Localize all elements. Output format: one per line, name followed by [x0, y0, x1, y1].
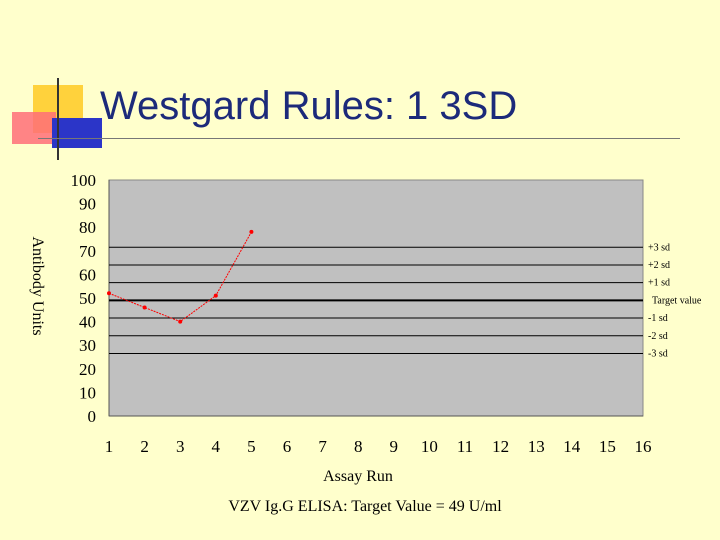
- x-tick-label: 4: [212, 437, 221, 456]
- y-tick-label: 70: [79, 242, 96, 261]
- series-line: [107, 229, 254, 324]
- plot-area: [108, 179, 644, 417]
- x-tick-labels: 1 2 3 4 5 6 7 8 9 10 11 12 13 14 15 16: [105, 437, 652, 456]
- y-tick-label: 20: [79, 360, 96, 379]
- sd-label: +1 sd: [648, 278, 670, 289]
- y-tick-label: 0: [88, 407, 97, 426]
- data-point: [213, 293, 218, 298]
- sd-label: +2 sd: [648, 260, 670, 271]
- slide-title: Westgard Rules: 1 3SD: [100, 84, 518, 128]
- x-tick-label: 14: [563, 437, 581, 456]
- sd-reference-lines: +3 sd +2 sd +1 sd Target value -1 sd -2 sd -3 …: [109, 242, 702, 359]
- x-tick-label: 13: [528, 437, 545, 456]
- y-tick-label: 40: [79, 313, 96, 332]
- sd-label: -1 sd: [648, 313, 668, 324]
- x-tick-label: 3: [176, 437, 185, 456]
- sd-label: +3 sd: [648, 242, 670, 253]
- deco-vertical-line: [57, 78, 59, 160]
- x-tick-label: 15: [599, 437, 616, 456]
- y-tick-labels: 0 10 20 30 40 50 60 70 80 90 100: [71, 171, 97, 426]
- y-tick-label: 10: [79, 383, 96, 402]
- y-tick-label: 100: [71, 171, 97, 190]
- x-tick-label: 9: [390, 437, 399, 456]
- y-tick-label: 60: [79, 265, 96, 284]
- y-tick-label: 90: [79, 195, 96, 214]
- x-tick-label: 2: [140, 437, 149, 456]
- x-tick-label: 12: [492, 437, 509, 456]
- x-tick-label: 8: [354, 437, 363, 456]
- data-point: [178, 319, 183, 324]
- y-tick-label: 50: [79, 289, 96, 308]
- data-point: [142, 305, 147, 310]
- title-divider: [38, 138, 680, 139]
- sd-label: -2 sd: [648, 331, 668, 342]
- sd-label: Target value: [652, 295, 702, 306]
- sd-label: -3 sd: [648, 348, 668, 359]
- y-axis-label: Antibody Units: [29, 236, 46, 336]
- y-tick-label: 80: [79, 218, 96, 237]
- slide-caption: VZV Ig.G ELISA: Target Value = 49 U/ml: [228, 498, 502, 515]
- x-tick-label: 11: [457, 437, 473, 456]
- x-tick-label: 7: [318, 437, 327, 456]
- x-tick-label: 10: [421, 437, 438, 456]
- x-tick-label: 5: [247, 437, 256, 456]
- x-tick-label: 1: [105, 437, 114, 456]
- x-tick-label: 6: [283, 437, 292, 456]
- x-axis-label: Assay Run: [323, 468, 393, 485]
- deco-blue-square: [52, 118, 102, 148]
- y-tick-label: 30: [79, 336, 96, 355]
- data-point: [107, 291, 111, 296]
- data-point: [249, 229, 254, 234]
- x-tick-label: 16: [635, 437, 652, 456]
